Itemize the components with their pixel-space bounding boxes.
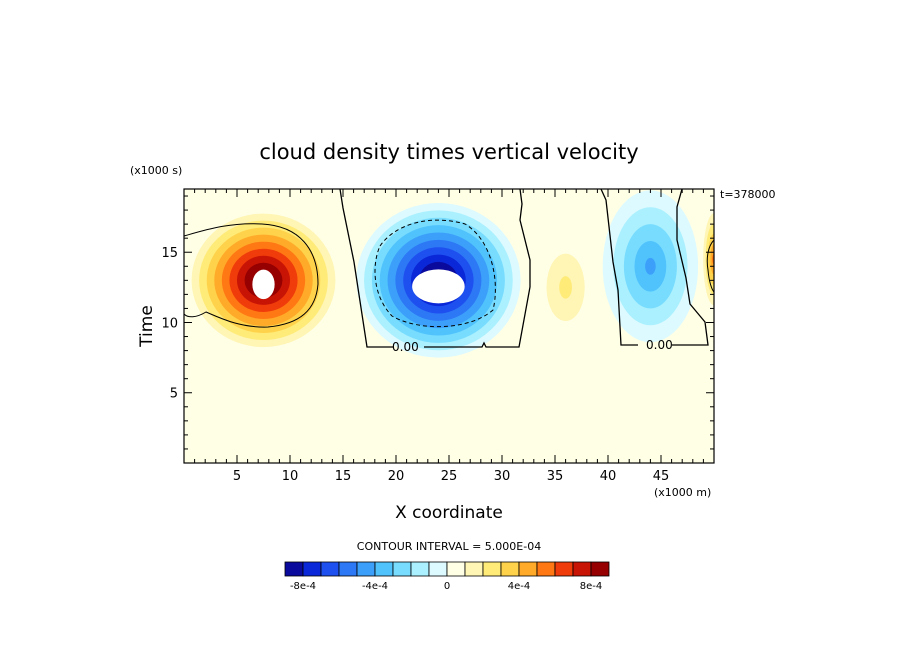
colorbar-swatch [284,561,304,577]
contour-interval-text: CONTOUR INTERVAL = 5.000E-04 [357,540,541,553]
dashed-contour-center [374,219,496,328]
zero-contour-center [339,189,393,348]
colorbar-tick-label: -8e-4 [290,581,316,592]
tick-labels: 5 10 15 20 25 30 35 40 45 5 10 15 [161,246,669,484]
colorbar-swatch [518,561,538,577]
heat-level-3-8 [645,257,656,275]
zero-contour-label-2: 0.00 [646,338,673,352]
zero-contour-center-bottom [424,189,531,348]
colorbar-swatch [572,561,592,577]
time-stamp: t=378000 [720,188,776,201]
colorbar-swatch [302,561,322,577]
zero-contour-right-bottom [672,189,709,346]
colorbar-swatch [500,561,520,577]
x-tick-label: 5 [233,469,241,484]
colorbar-swatch [410,561,430,577]
colorbar-swatch [482,561,502,577]
colorbar-tick-label: 8e-4 [580,581,603,592]
y-tick-label: 10 [161,316,178,331]
colorbar-swatch [374,561,394,577]
x-tick-label: 35 [547,469,564,484]
colorbar-swatch [338,561,358,577]
x-tick-label: 20 [388,469,405,484]
x-tick-label: 30 [494,469,511,484]
heatmap-fields [184,190,714,358]
colorbar-swatch [320,561,340,577]
y-tick-label: 15 [161,246,178,261]
colorbar-swatch [446,561,466,577]
y-axis-label: Time [137,305,157,348]
colorbar-tick-label: 4e-4 [508,581,531,592]
offscale-core-1 [412,269,465,304]
colorbar-swatch [428,561,448,577]
y-tick-label: 5 [170,387,178,402]
y-unit-label: (x1000 s) [130,164,182,177]
contour-lines [184,189,714,348]
colorbar [284,561,610,577]
x-tick-label: 45 [653,469,670,484]
x-axis-label: X coordinate [395,503,503,523]
offscale-core-0 [252,269,275,300]
chart-title: cloud density times vertical velocity [259,140,638,164]
colorbar-tick-label: -4e-4 [362,581,388,592]
plot-area: 0.00 0.00 5 10 15 20 25 30 35 40 45 5 10 15 [161,188,715,484]
x-tick-label: 40 [600,469,617,484]
x-tick-label: 10 [282,469,299,484]
colorbar-swatch [536,561,556,577]
colorbar-swatch [554,561,574,577]
axis-ticks [184,189,714,463]
zero-contour-label-1: 0.00 [392,340,419,354]
zero-contour-right [600,189,638,346]
colorbar-swatch [356,561,376,577]
edge-contour-right [706,239,714,293]
colorbar-swatch [590,561,610,577]
colorbar-swatch [392,561,412,577]
x-unit-label: (x1000 m) [654,486,711,499]
zero-contour-left [184,223,319,328]
colorbar-labels: -8e-4 -4e-4 0 4e-4 8e-4 [290,581,602,592]
colorbar-tick-label: 0 [444,581,450,592]
heat-level-2-4 [559,276,572,299]
x-tick-label: 15 [335,469,352,484]
colorbar-swatch [464,561,484,577]
x-tick-label: 25 [441,469,458,484]
